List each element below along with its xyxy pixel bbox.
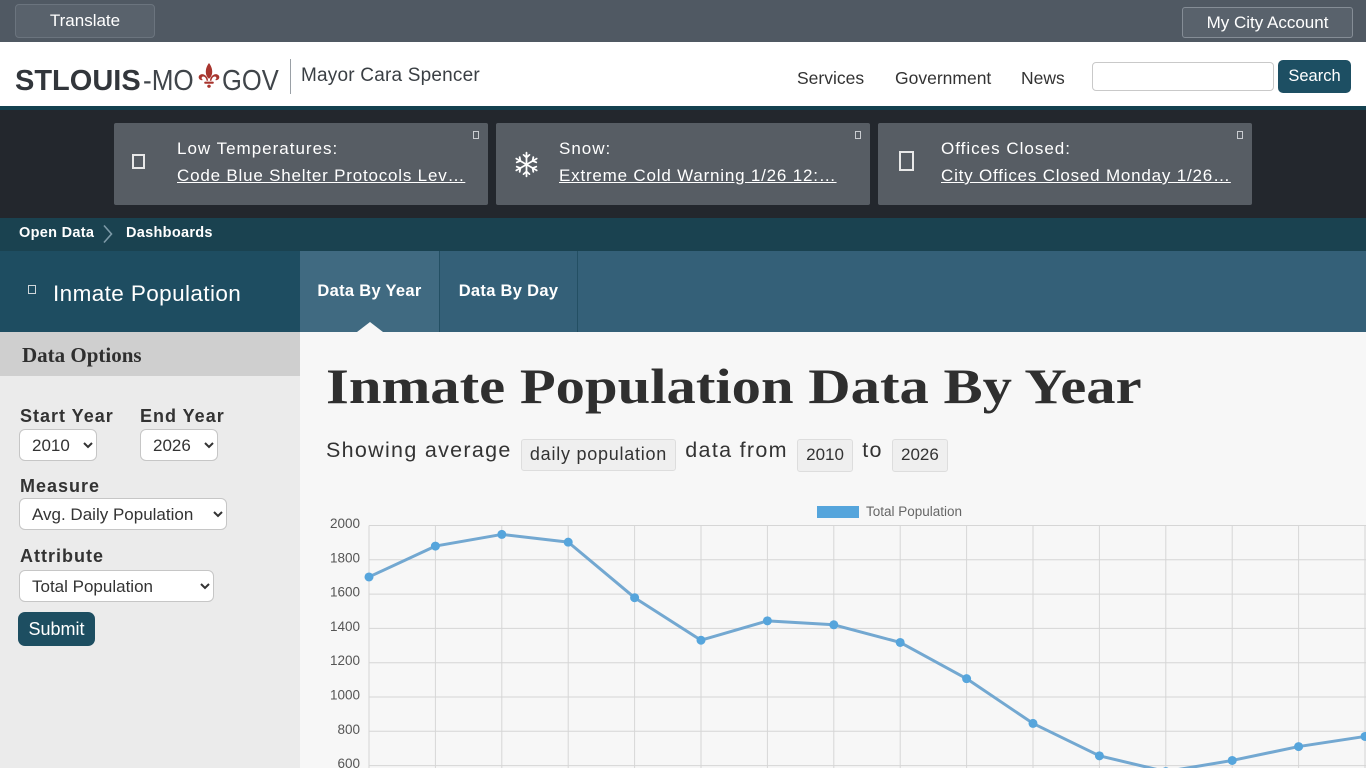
- svg-text:600: 600: [337, 756, 360, 768]
- svg-text:1400: 1400: [330, 619, 360, 634]
- svg-text:1200: 1200: [330, 653, 360, 668]
- svg-text:1600: 1600: [330, 585, 360, 600]
- svg-text:1800: 1800: [330, 550, 360, 565]
- svg-text:800: 800: [337, 722, 360, 737]
- svg-text:1000: 1000: [330, 688, 360, 703]
- svg-text:2000: 2000: [330, 516, 360, 531]
